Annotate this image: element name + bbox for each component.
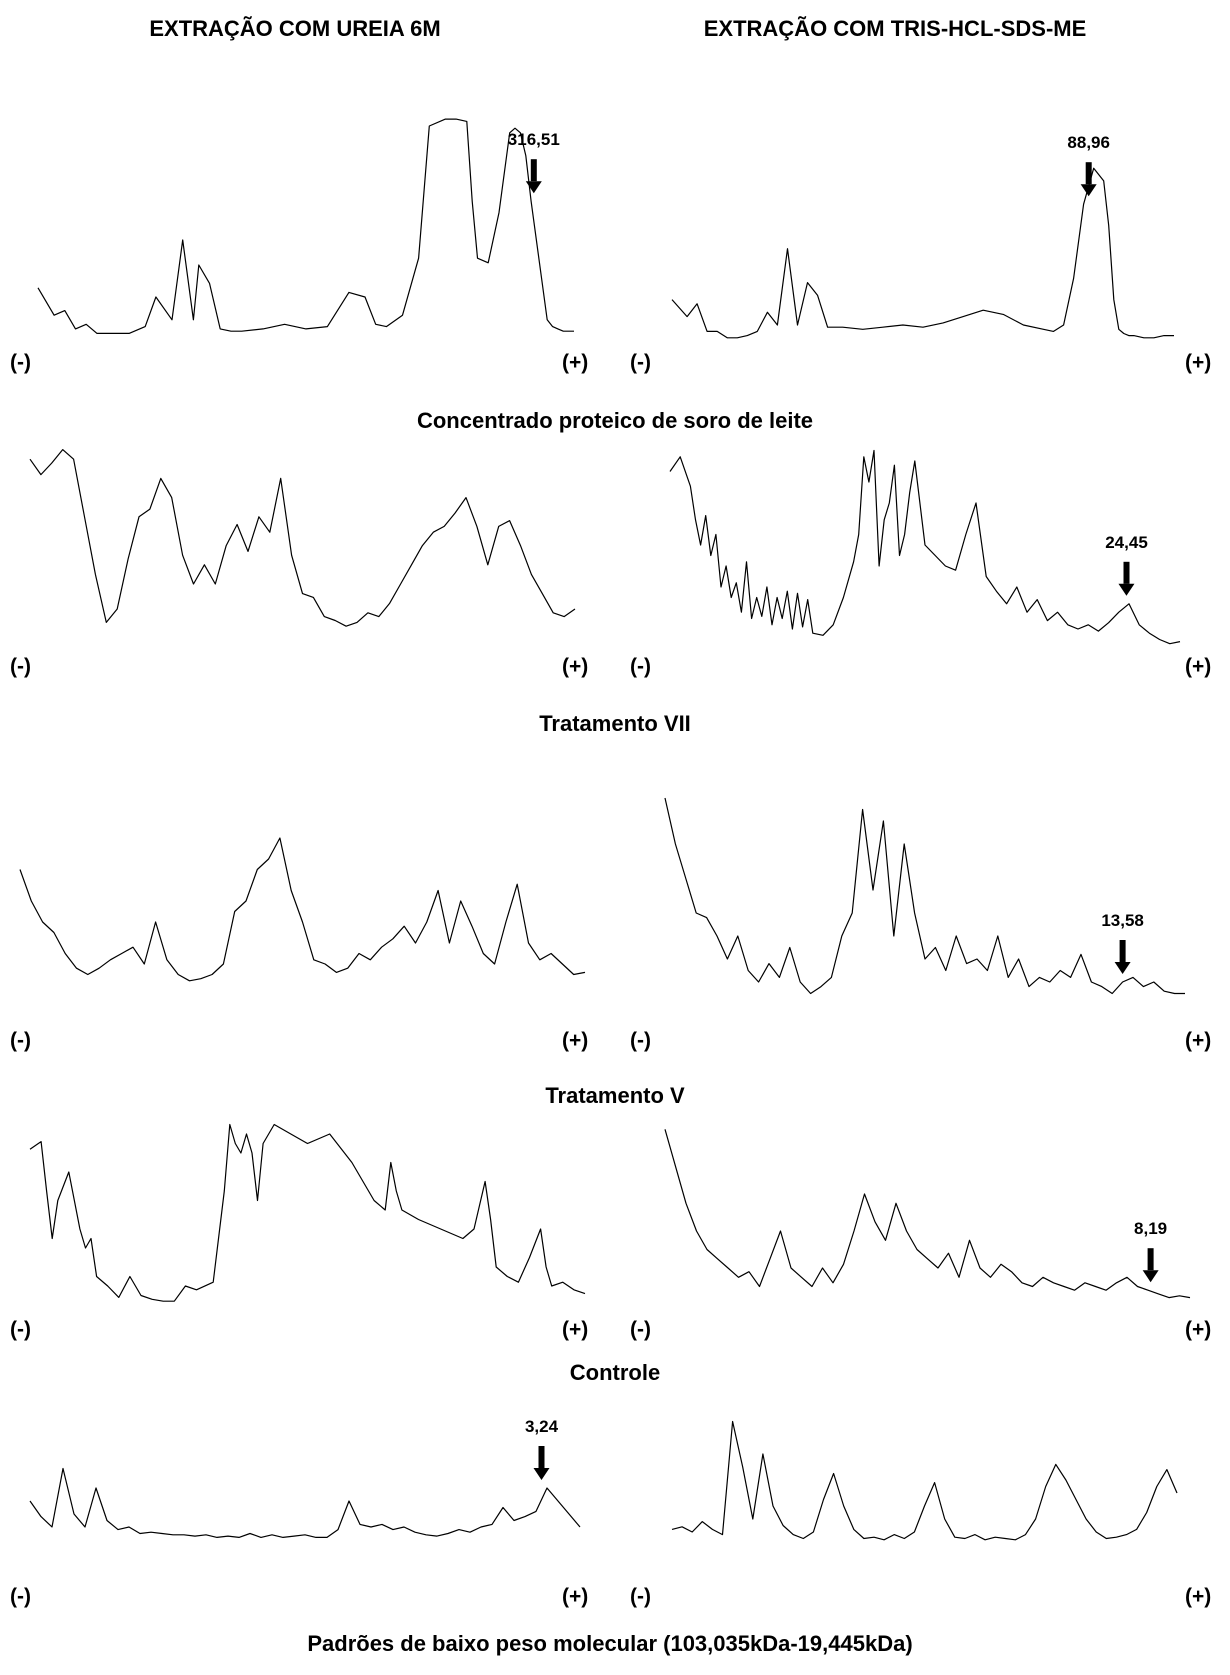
pole-positive: (+) bbox=[562, 1585, 589, 1608]
peak-arrow-shaft bbox=[538, 1446, 545, 1468]
peak-arrow-shaft bbox=[1085, 162, 1092, 185]
pole-positive: (+) bbox=[562, 1318, 589, 1341]
peak-value-label: 24,45 bbox=[1105, 532, 1148, 552]
pole-negative: (-) bbox=[630, 1585, 651, 1608]
pole-negative: (-) bbox=[10, 351, 31, 374]
peak-arrow-icon bbox=[1118, 583, 1135, 596]
peak-arrow-icon bbox=[1142, 1270, 1159, 1283]
peak-arrow-icon bbox=[1114, 962, 1131, 974]
column-title-tris: EXTRAÇÃO COM TRIS-HCL-SDS-ME bbox=[703, 16, 1087, 41]
row-title-treatment-vii: Tratamento VII bbox=[539, 711, 691, 736]
pole-positive: (+) bbox=[1185, 1585, 1212, 1608]
densitogram-trace bbox=[19, 837, 586, 982]
pole-negative: (-) bbox=[10, 1029, 31, 1052]
peak-arrow-shaft bbox=[1119, 940, 1126, 962]
pole-negative: (-) bbox=[10, 1318, 31, 1341]
densitogram-trace bbox=[664, 1129, 1191, 1299]
pole-positive: (+) bbox=[562, 1029, 589, 1052]
pole-negative: (-) bbox=[10, 1585, 31, 1608]
densitogram-trace bbox=[37, 118, 574, 334]
peak-arrow-shaft bbox=[1147, 1248, 1154, 1271]
pole-negative: (-) bbox=[630, 1318, 651, 1341]
peak-arrow-shaft bbox=[1123, 561, 1130, 584]
densitogram-trace bbox=[29, 1467, 581, 1538]
densitogram-trace bbox=[29, 449, 576, 627]
pole-positive: (+) bbox=[1185, 655, 1212, 678]
peak-value-label: 3,24 bbox=[524, 1417, 559, 1436]
peak-value-label: 88,96 bbox=[1067, 133, 1110, 153]
pole-positive: (+) bbox=[562, 351, 589, 374]
peak-arrow-shaft bbox=[530, 159, 537, 182]
pole-positive: (+) bbox=[562, 655, 589, 678]
pole-negative: (-) bbox=[630, 351, 651, 374]
densitogram-trace bbox=[669, 449, 1181, 645]
peak-value-label: 8,19 bbox=[1134, 1219, 1168, 1239]
column-title-urea: EXTRAÇÃO COM UREIA 6M bbox=[149, 16, 441, 41]
peak-arrow-icon bbox=[533, 1468, 550, 1480]
peak-value-label: 13,58 bbox=[1101, 911, 1144, 930]
peak-value-label: 316,51 bbox=[507, 130, 560, 150]
pole-positive: (+) bbox=[1185, 351, 1212, 374]
densitogram-trace bbox=[671, 167, 1174, 339]
row-title-control: Controle bbox=[569, 1360, 661, 1385]
densitogram-trace bbox=[671, 1420, 1178, 1541]
pole-positive: (+) bbox=[1185, 1029, 1212, 1052]
row-title-whey-concentrate: Concentrado proteico de soro de leite bbox=[416, 408, 814, 433]
pole-negative: (-) bbox=[630, 655, 651, 678]
peak-arrow-icon bbox=[525, 181, 542, 194]
row-title-molecular-weight-standards: Padrões de baixo peso molecular (103,035… bbox=[307, 1631, 913, 1656]
row-title-treatment-v: Tratamento V bbox=[545, 1083, 685, 1108]
densitogram-trace bbox=[664, 797, 1185, 995]
pole-negative: (-) bbox=[630, 1029, 651, 1052]
pole-negative: (-) bbox=[10, 655, 31, 678]
pole-positive: (+) bbox=[1185, 1318, 1212, 1341]
peak-arrow-icon bbox=[1080, 184, 1097, 197]
densitogram-trace bbox=[29, 1123, 586, 1302]
